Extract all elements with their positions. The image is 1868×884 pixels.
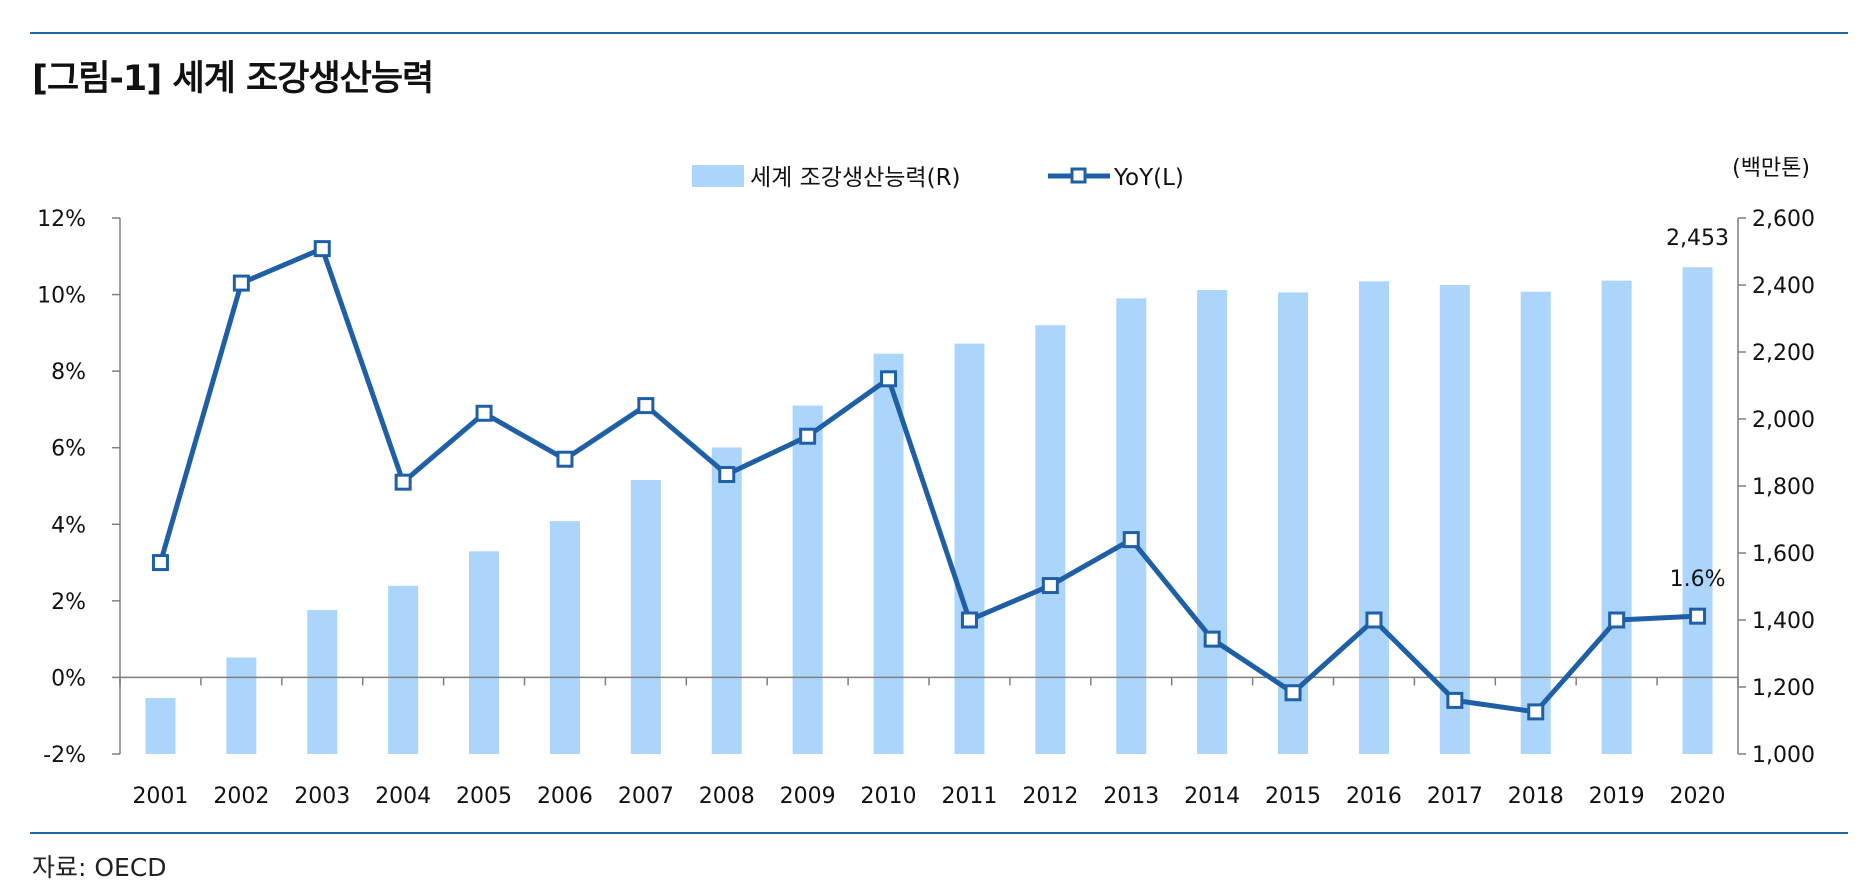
right-tick-label: 1,800 xyxy=(1752,475,1815,500)
source-note: 자료: OECD xyxy=(32,853,167,882)
bar-series xyxy=(145,267,1713,754)
bar-2013 xyxy=(1116,298,1147,754)
right-tick-label: 2,400 xyxy=(1752,274,1815,299)
x-tick-label: 2016 xyxy=(1346,784,1402,809)
right-tick-label: 1,200 xyxy=(1752,676,1815,701)
bar-2016 xyxy=(1358,281,1389,754)
bar-2018 xyxy=(1520,291,1551,754)
left-tick-label: 8% xyxy=(51,360,86,385)
left-tick-label: -2% xyxy=(43,743,86,768)
legend: 세계 조강생산능력(R) YoY(L) xyxy=(692,165,1184,191)
line-series xyxy=(151,240,1707,721)
yoy-point-2013 xyxy=(1122,531,1140,549)
axes xyxy=(112,217,1746,755)
yoy-point-2001 xyxy=(151,554,169,572)
right-tick-label: 2,600 xyxy=(1752,207,1815,232)
x-tick-label: 2015 xyxy=(1265,784,1321,809)
yoy-point-2007 xyxy=(637,397,655,415)
left-tick-label: 6% xyxy=(51,437,86,462)
x-tick-label: 2017 xyxy=(1427,784,1483,809)
right-tick-label: 1,400 xyxy=(1752,609,1815,634)
yoy-point-2004 xyxy=(394,473,412,491)
x-tick-label: 2013 xyxy=(1103,784,1159,809)
last-line-label: 1.6% xyxy=(1670,567,1726,592)
x-tick-label: 2007 xyxy=(618,784,674,809)
legend-bar-label: 세계 조강생산능력(R) xyxy=(750,165,961,191)
yoy-point-2010 xyxy=(880,370,898,388)
bar-2014 xyxy=(1197,290,1228,754)
right-tick-label: 2,200 xyxy=(1752,341,1815,366)
legend-line-marker xyxy=(1070,167,1087,184)
x-tick-label: 2005 xyxy=(456,784,512,809)
last-bar-label: 2,453 xyxy=(1666,226,1729,251)
x-tick-label: 2011 xyxy=(941,784,997,809)
x-tick-label: 2002 xyxy=(213,784,269,809)
bar-2012 xyxy=(1035,325,1066,754)
x-tick-label: 2003 xyxy=(294,784,350,809)
bar-2017 xyxy=(1439,285,1470,754)
bar-2003 xyxy=(307,609,338,754)
top-rule xyxy=(30,32,1848,34)
yoy-point-2014 xyxy=(1203,630,1221,648)
left-tick-label: 10% xyxy=(37,284,86,309)
yoy-point-2020 xyxy=(1689,607,1707,625)
x-tick-label: 2004 xyxy=(375,784,431,809)
x-tick-label: 2014 xyxy=(1184,784,1240,809)
tick-labels: 12% 10% 8% 6% 4% 2% 0% -2% 2,600 2,400 2,200 2,000 1… xyxy=(37,207,1815,809)
x-tick-label: 2001 xyxy=(132,784,188,809)
yoy-point-2016 xyxy=(1365,611,1383,629)
page-title: [그림-1] 세계 조강생산능력 xyxy=(32,59,434,99)
legend-line-label: YoY(L) xyxy=(1113,165,1184,191)
left-tick-label: 2% xyxy=(51,590,86,615)
bar-2011 xyxy=(954,343,985,754)
x-tick-label: 2012 xyxy=(1022,784,1078,809)
x-tick-label: 2020 xyxy=(1670,784,1726,809)
x-tick-label: 2010 xyxy=(861,784,917,809)
bar-2006 xyxy=(549,521,580,754)
bar-2019 xyxy=(1601,280,1632,754)
x-tick-label: 2019 xyxy=(1589,784,1645,809)
bar-2007 xyxy=(630,479,661,754)
bar-2004 xyxy=(388,585,419,754)
left-tick-label: 12% xyxy=(37,207,86,232)
yoy-point-2019 xyxy=(1608,611,1626,629)
left-tick-label: 4% xyxy=(51,513,86,538)
bar-2010 xyxy=(873,353,904,754)
bar-2009 xyxy=(792,405,823,754)
x-tick-label: 2008 xyxy=(699,784,755,809)
yoy-point-2002 xyxy=(232,274,250,292)
bottom-rule xyxy=(30,832,1848,834)
x-tick-label: 2006 xyxy=(537,784,593,809)
yoy-point-2008 xyxy=(718,466,736,484)
x-tick-label: 2009 xyxy=(780,784,836,809)
bar-2005 xyxy=(469,551,500,754)
yoy-point-2003 xyxy=(313,240,331,258)
right-tick-label: 1,000 xyxy=(1752,743,1815,768)
right-axis-unit: (백만톤) xyxy=(1732,156,1810,181)
bar-2008 xyxy=(711,447,742,754)
yoy-point-2005 xyxy=(475,404,493,422)
bar-2020 xyxy=(1682,267,1713,754)
yoy-point-2011 xyxy=(960,611,978,629)
yoy-point-2006 xyxy=(556,450,574,468)
yoy-point-2015 xyxy=(1284,684,1302,702)
right-tick-label: 2,000 xyxy=(1752,408,1815,433)
yoy-point-2009 xyxy=(799,427,817,445)
left-tick-label: 0% xyxy=(51,666,86,691)
bar-2001 xyxy=(145,698,176,754)
yoy-point-2017 xyxy=(1446,691,1464,709)
right-tick-label: 1,600 xyxy=(1752,542,1815,567)
yoy-point-2018 xyxy=(1527,703,1545,721)
yoy-line xyxy=(158,246,1698,715)
yoy-point-2012 xyxy=(1041,577,1059,595)
legend-bar-swatch xyxy=(692,165,744,187)
x-tick-label: 2018 xyxy=(1508,784,1564,809)
bar-2002 xyxy=(226,657,257,754)
